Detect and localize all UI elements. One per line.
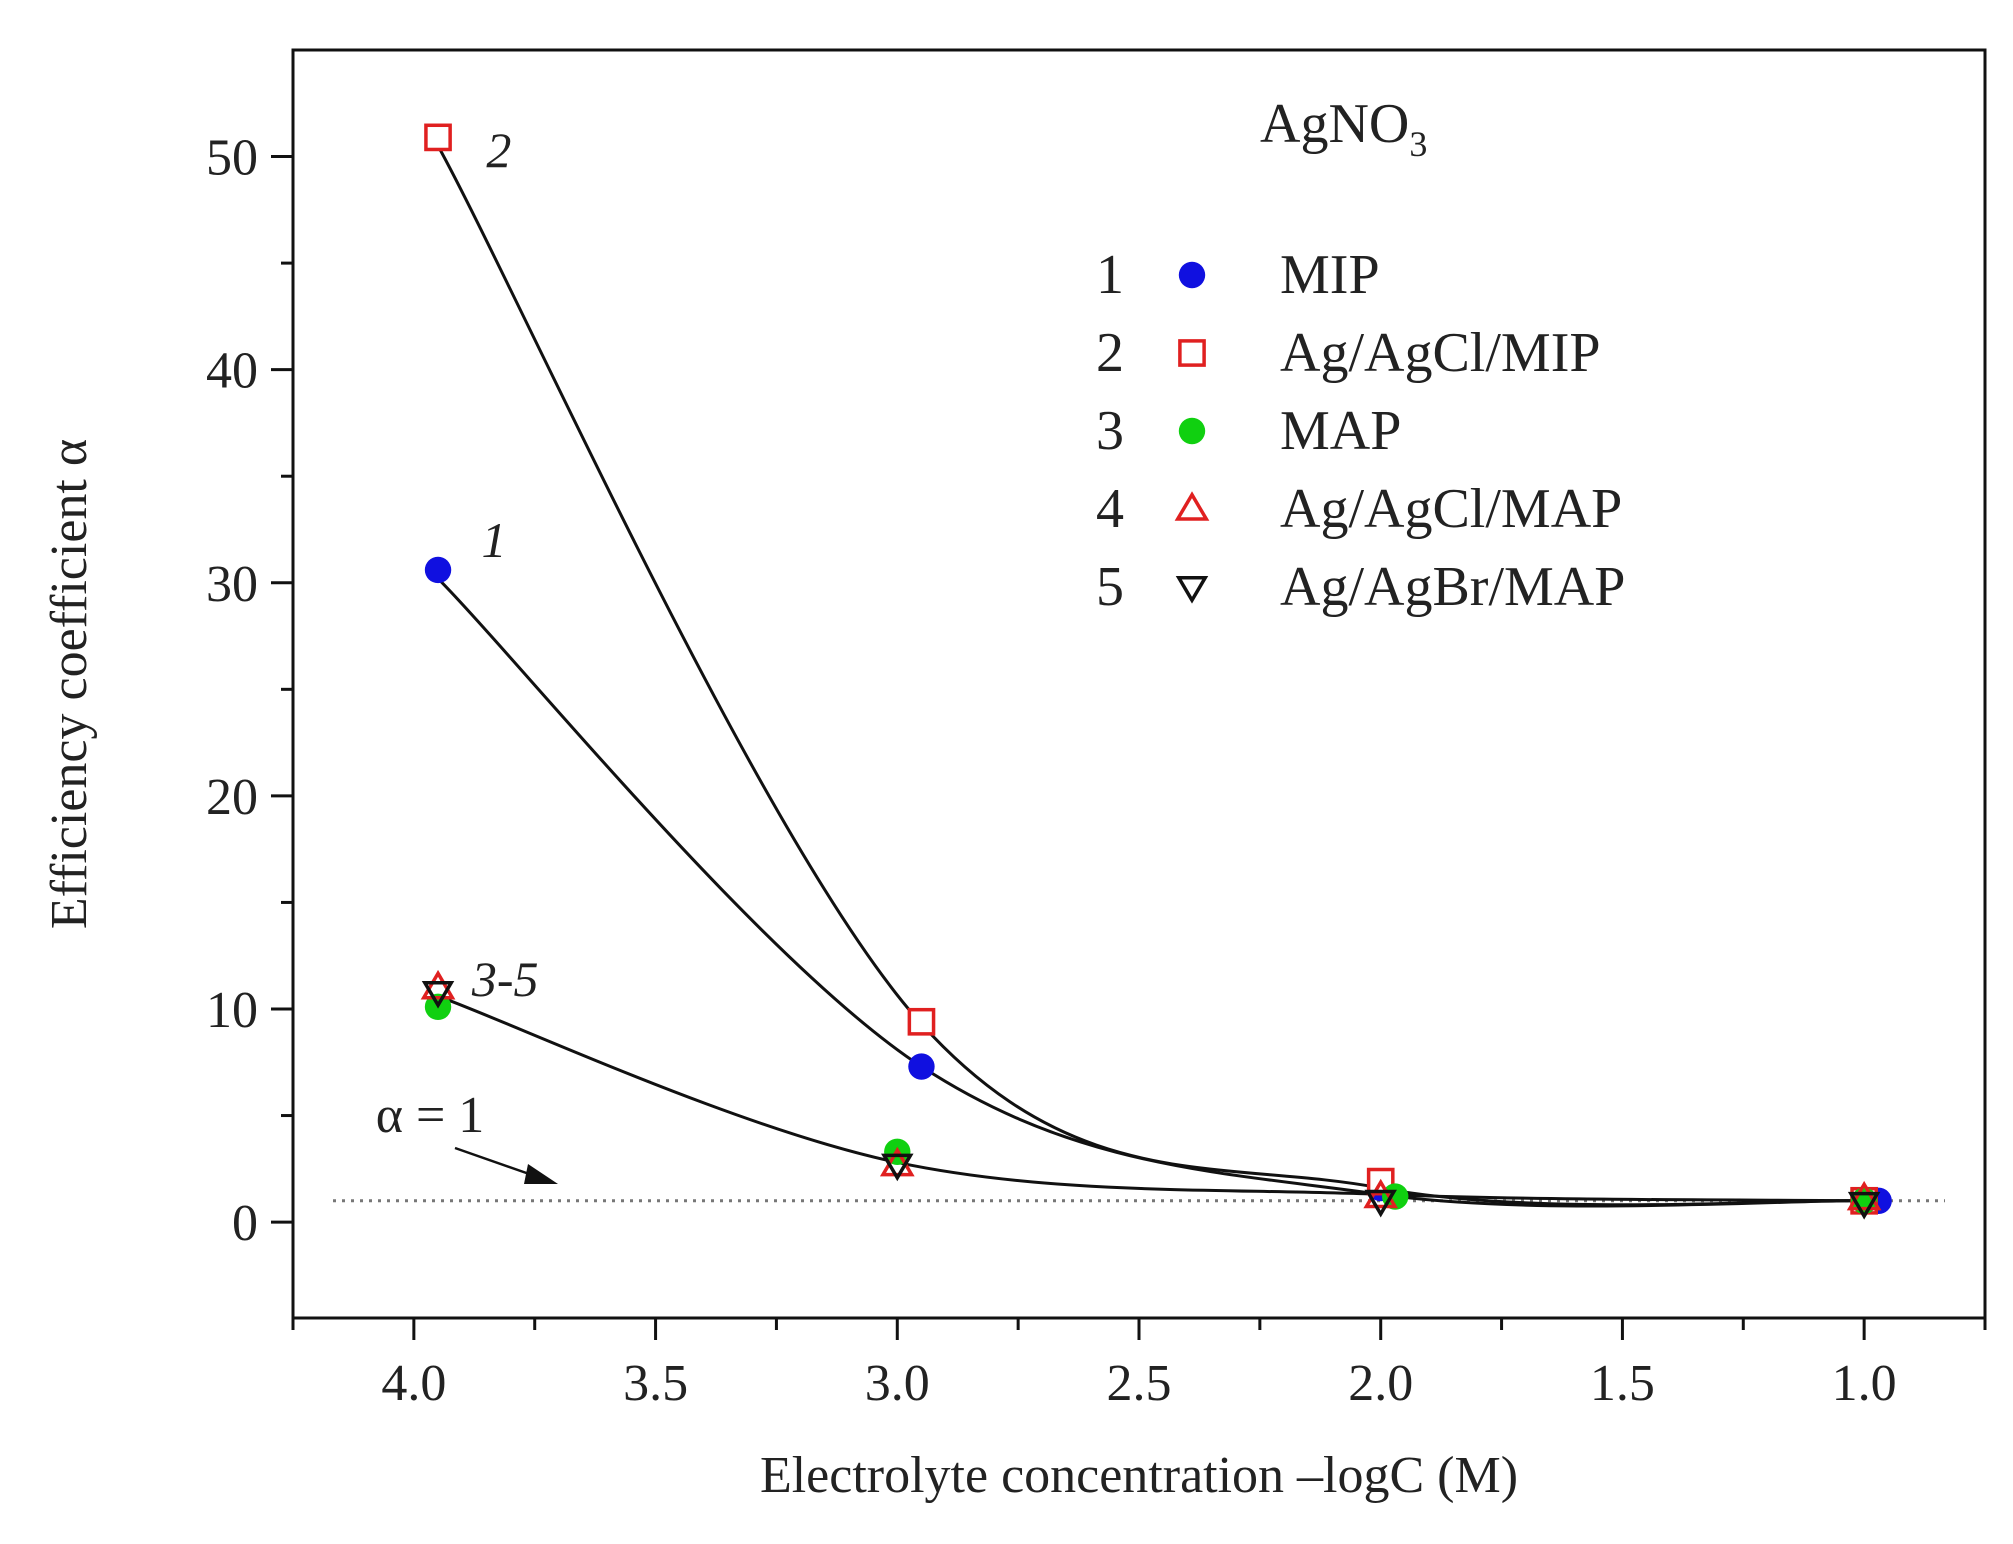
data-point-series-5 — [421, 980, 455, 1009]
legend-item-4: 4 Ag/AgCl/MAP — [1096, 478, 1622, 540]
y-tick-label: 30 — [206, 556, 258, 613]
data-point-series-5 — [1847, 1191, 1881, 1220]
x-tick-label: 3.5 — [623, 1355, 688, 1412]
curve-label-2: 2 — [486, 122, 511, 178]
legend-item-1: 1 MIP — [1096, 244, 1380, 306]
y-tick-label: 10 — [206, 982, 258, 1039]
data-point-series-2 — [907, 1007, 936, 1036]
legend-number: 5 — [1096, 556, 1124, 618]
data-point-series-5 — [1364, 1189, 1397, 1218]
x-tick-label: 3.0 — [865, 1355, 930, 1412]
legend-number: 3 — [1096, 400, 1124, 462]
legend-label: MAP — [1280, 400, 1401, 462]
x-tick-label: 4.0 — [381, 1355, 446, 1412]
fit-curve-3-5 — [437, 994, 1865, 1203]
reference-label: α = 1 — [376, 1087, 485, 1144]
curve-label-1: 1 — [482, 512, 507, 568]
legend-label: Ag/AgCl/MIP — [1280, 322, 1601, 384]
x-tick-label: 2.5 — [1107, 1355, 1172, 1412]
curve-label-3-5: 3-5 — [471, 951, 539, 1007]
legend-number: 2 — [1096, 322, 1124, 384]
legend-label: MIP — [1280, 244, 1380, 306]
x-tick-label: 1.0 — [1832, 1355, 1897, 1412]
legend-number: 1 — [1096, 244, 1124, 306]
plot-frame — [291, 48, 1987, 1320]
legend-title: AgNO3 — [1260, 93, 1427, 164]
fit-curve-2 — [436, 145, 1865, 1207]
legend-label: Ag/AgCl/MAP — [1280, 478, 1622, 540]
data-point-series-1 — [908, 1053, 935, 1080]
fit-curve-1 — [436, 577, 1865, 1208]
legend-item-2: 2 Ag/AgCl/MIP — [1096, 322, 1601, 384]
legend-marker-2 — [1178, 339, 1206, 367]
data-point-series-5 — [881, 1153, 914, 1182]
y-tick-label: 50 — [206, 130, 258, 187]
data-point-series-4 — [420, 969, 456, 1000]
x-tick-label: 2.0 — [1348, 1355, 1413, 1412]
data-point-series-4 — [1846, 1180, 1882, 1211]
data-point-series-2 — [424, 123, 452, 152]
legend-item-3: 3 MAP — [1096, 400, 1401, 462]
legend-marker-5 — [1175, 576, 1209, 604]
x-tick-label: 1.5 — [1590, 1355, 1655, 1412]
legend-marker-3 — [1178, 417, 1206, 445]
legend-marker-4 — [1174, 491, 1210, 521]
y-tick-label: 20 — [206, 769, 258, 826]
legend-item-5: 5 Ag/AgBr/MAP — [1096, 556, 1625, 618]
y-tick-label: 0 — [232, 1195, 258, 1252]
reference-arrow-line — [454, 1146, 536, 1178]
reference-arrowhead — [524, 1164, 558, 1184]
y-axis-title: Efficiency coefficient α — [41, 439, 98, 929]
data-point-series-4 — [1363, 1178, 1399, 1209]
x-axis-title: Electrolyte concentration –logC (M) — [760, 1447, 1518, 1504]
legend-number: 4 — [1096, 478, 1124, 540]
legend-label: Ag/AgBr/MAP — [1280, 556, 1625, 618]
legend-marker-1 — [1178, 261, 1206, 289]
data-point-series-1 — [424, 556, 452, 584]
y-tick-label: 40 — [206, 343, 258, 400]
